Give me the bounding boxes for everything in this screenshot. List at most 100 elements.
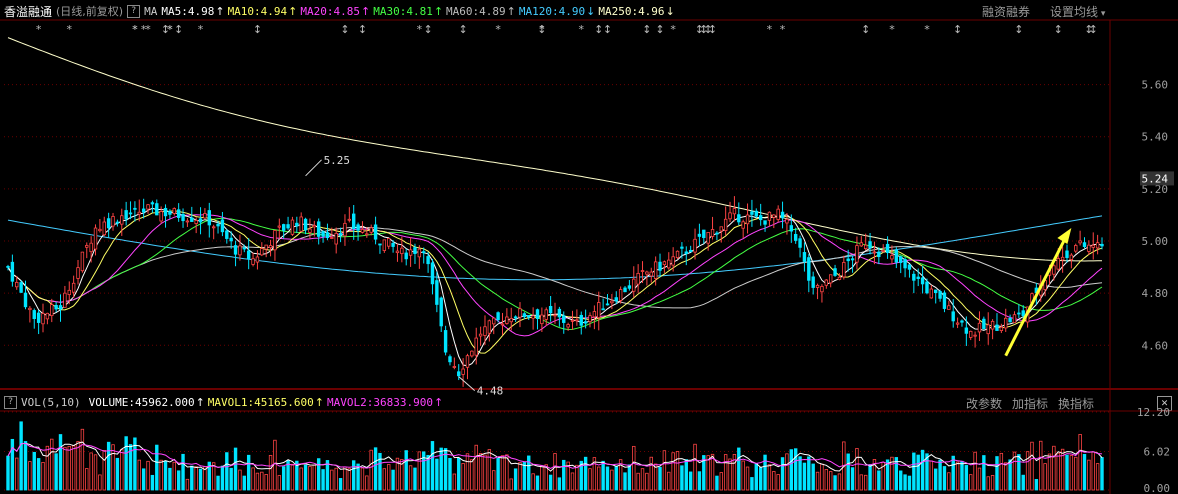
candle-body [798,238,802,248]
candle-body [185,220,190,223]
candle-body [211,226,216,229]
candle-body [877,251,881,258]
event-marker-icon: ↕ [603,23,612,36]
volume-bar [492,470,496,491]
help-icon[interactable]: ? [127,4,141,18]
volume-bar [531,473,535,491]
volume-bar [120,449,124,491]
candle-body [1052,265,1056,275]
volume-bar [176,470,181,491]
y-tick-label: 4.60 [1142,339,1169,352]
event-marker-icon: * [670,23,676,36]
volume-bar [159,459,163,491]
add-indicator-button[interactable]: 加指标 [1012,397,1049,411]
change-params-button[interactable]: 改参数 [966,397,1003,411]
ma-indicators: MA5:4.98↑ MA10:4.94↑ MA20:4.85↑ MA30:4.81↑ M… [161,5,677,18]
volume-bar [885,459,890,491]
candle-body [1012,314,1017,324]
volume-bar [1017,454,1021,491]
candle-body [408,249,413,256]
volume-bar [181,453,185,491]
volume-bar [378,452,382,491]
candle-body [855,245,859,263]
candle-body [767,211,772,221]
volume-bar [295,460,299,491]
event-marker-icon: ↕ [699,23,708,36]
candle-body [439,297,443,327]
volume-bar [452,473,457,491]
volume-help-icon[interactable]: ? [4,395,17,409]
volume-bar [824,469,829,491]
candle-body [702,229,706,239]
volume-bar [303,464,308,491]
event-marker-icon: * [132,23,138,36]
candle-body [435,280,439,305]
volume-bar [540,465,544,491]
arrow-up-icon: ↑ [195,395,205,409]
volume-bar [645,472,649,491]
candle-body [540,314,544,325]
candle-body [942,292,947,309]
volume-bar [715,475,719,491]
candle-body [763,220,767,225]
volume-indicator-name: VOL(5,10) [21,395,81,409]
volume-bar [610,469,614,491]
volume-bar [312,464,317,491]
candle-body [1065,250,1069,258]
volume-bar [697,471,702,491]
volume-bar [903,474,907,491]
event-marker-icon: * [780,23,786,36]
candle-body [999,326,1004,331]
switch-indicator-button[interactable]: 换指标 [1058,397,1095,411]
volume-bar [430,441,435,491]
candle-body [1008,318,1012,323]
volume-bar [115,457,120,491]
candle-body [802,252,807,262]
volume-bar [98,474,102,491]
candle-body [597,302,601,319]
volume-bar [352,460,356,491]
low-price-label: 4.48 [477,385,504,398]
candle-body [929,288,934,299]
volume-bar [522,462,527,491]
event-marker-icon: ↕ [704,23,713,36]
candle-body [111,216,115,227]
candle-body [260,248,264,256]
volume-bar [772,471,776,491]
volume-bar [916,454,920,491]
volume-bar [1095,463,1100,491]
volume-bar [255,472,260,491]
event-marker-icon: ↕ [695,23,704,36]
volume-bar [360,467,365,491]
candle-body [483,326,487,336]
candle-body [338,233,343,236]
volume-bar [846,453,850,491]
volume-bar [163,460,168,491]
volume-bar [1087,459,1091,491]
candle-body [758,215,763,221]
volume-bar [63,446,67,491]
volume-bar [763,454,767,491]
trend-arrow-head-icon [1057,227,1072,244]
event-marker-icon: * [145,23,151,36]
candle-body [955,322,960,325]
stock-name: 香溢融通 [4,4,53,19]
volume-bar [1078,434,1082,491]
volume-bar [67,445,71,491]
volume-bar [395,457,400,491]
event-marker-icon: ↕ [953,23,962,36]
candle-body [356,224,360,231]
volume-bar [32,451,36,491]
volume-bar [80,428,85,491]
candle-body [583,321,588,324]
margin-trading-button[interactable]: 融资融券 [982,5,1031,19]
candle-body [334,232,338,245]
ma60-line [7,226,1103,309]
candle-body [325,232,330,239]
volume-bar [872,459,877,491]
volume-bar [128,444,133,491]
candle-body [697,233,702,237]
set-ma-button[interactable]: 设置均线 ▾ [1050,3,1105,21]
candle-body [465,355,470,368]
